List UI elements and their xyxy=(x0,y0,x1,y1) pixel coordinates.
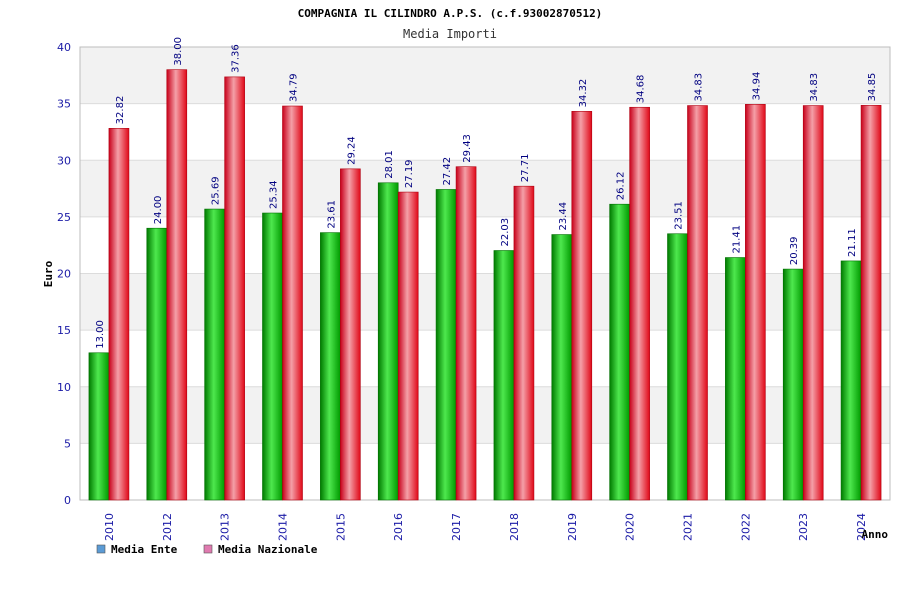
bar-nazionale-2017 xyxy=(456,167,476,500)
y-axis: 0 5 10 15 20 25 30 35 40 xyxy=(57,41,71,507)
data-label: 34.68 xyxy=(636,75,647,104)
x-tick-label: 2014 xyxy=(277,513,290,541)
bar-ente-2020 xyxy=(610,204,630,500)
data-label: 34.85 xyxy=(867,73,878,102)
chart-subtitle: Media Importi xyxy=(403,27,497,41)
bar-nazionale-2012 xyxy=(167,70,187,500)
data-label: 29.24 xyxy=(346,136,357,165)
bar-nazionale-2022 xyxy=(745,104,765,500)
y-tick-label: 20 xyxy=(57,268,71,281)
bar-ente-2015 xyxy=(320,233,340,500)
legend-swatch xyxy=(204,545,212,553)
data-label: 23.44 xyxy=(558,202,569,231)
data-label: 27.19 xyxy=(404,159,415,188)
x-tick-label: 2020 xyxy=(624,513,637,541)
bar-nazionale-2024 xyxy=(861,105,881,500)
data-label: 21.11 xyxy=(847,228,858,257)
x-tick-label: 2015 xyxy=(334,513,347,541)
chart: COMPAGNIA IL CILINDRO A.P.S. (c.f.930028… xyxy=(0,0,900,600)
x-tick-label: 2016 xyxy=(392,513,405,541)
data-label: 27.71 xyxy=(520,154,531,183)
data-label: 38.00 xyxy=(173,37,184,66)
data-label: 26.12 xyxy=(616,172,627,201)
data-label: 29.43 xyxy=(462,134,473,163)
bar-nazionale-2019 xyxy=(572,111,592,500)
bar-ente-2024 xyxy=(841,261,861,500)
data-label: 25.34 xyxy=(269,180,280,209)
x-tick-label: 2012 xyxy=(161,513,174,541)
y-tick-label: 10 xyxy=(57,381,71,394)
bar-ente-2013 xyxy=(205,209,225,500)
plot-band xyxy=(80,217,890,274)
bar-ente-2010 xyxy=(89,353,109,500)
plot-band xyxy=(80,47,890,104)
y-tick-label: 30 xyxy=(57,154,71,167)
plot-band xyxy=(80,387,890,444)
y-tick-label: 35 xyxy=(57,98,71,111)
x-tick-label: 2018 xyxy=(508,513,521,541)
data-label: 20.39 xyxy=(789,236,800,265)
legend-swatch xyxy=(97,545,105,553)
data-label: 34.83 xyxy=(809,73,820,102)
legend: Media Ente Media Nazionale xyxy=(97,543,318,556)
x-tick-label: 2022 xyxy=(739,513,752,541)
chart-title: COMPAGNIA IL CILINDRO A.P.S. (c.f.930028… xyxy=(298,7,603,20)
legend-label: Media Ente xyxy=(111,543,178,556)
bar-ente-2023 xyxy=(783,269,803,500)
plot-band xyxy=(80,443,890,500)
x-tick-label: 2017 xyxy=(450,513,463,541)
data-label: 24.00 xyxy=(153,196,164,225)
bar-ente-2021 xyxy=(668,234,688,500)
plot-band xyxy=(80,160,890,217)
bar-ente-2022 xyxy=(725,258,745,500)
y-axis-label: Euro xyxy=(42,260,55,287)
x-tick-label: 2013 xyxy=(219,513,232,541)
data-label: 21.41 xyxy=(731,225,742,254)
plot-band xyxy=(80,274,890,331)
bar-ente-2014 xyxy=(263,213,283,500)
bar-nazionale-2016 xyxy=(398,192,418,500)
data-label: 34.32 xyxy=(578,79,589,108)
data-label: 34.79 xyxy=(289,73,300,102)
y-tick-label: 15 xyxy=(57,324,71,337)
x-tick-label: 2019 xyxy=(566,513,579,541)
data-label: 23.61 xyxy=(326,200,337,229)
data-label: 34.94 xyxy=(751,72,762,101)
x-tick-label: 2021 xyxy=(682,513,695,541)
bar-ente-2017 xyxy=(436,189,456,500)
x-tick-label: 2010 xyxy=(103,513,116,541)
bar-ente-2019 xyxy=(552,235,572,500)
x-axis-label: Anno xyxy=(862,528,889,541)
data-label: 32.82 xyxy=(115,96,126,125)
y-tick-label: 0 xyxy=(64,494,71,507)
bar-nazionale-2018 xyxy=(514,186,534,500)
bar-nazionale-2010 xyxy=(109,128,129,500)
data-label: 13.00 xyxy=(95,320,106,349)
bar-nazionale-2013 xyxy=(225,77,245,500)
bar-ente-2018 xyxy=(494,251,514,500)
data-label: 34.83 xyxy=(694,73,705,102)
bar-ente-2016 xyxy=(378,183,398,500)
plot-band xyxy=(80,330,890,387)
chart-svg: COMPAGNIA IL CILINDRO A.P.S. (c.f.930028… xyxy=(0,0,900,600)
data-label: 22.03 xyxy=(500,218,511,247)
plot-band xyxy=(80,104,890,161)
data-label: 25.69 xyxy=(211,176,222,205)
bar-nazionale-2015 xyxy=(340,169,360,500)
legend-label: Media Nazionale xyxy=(218,543,318,556)
data-label: 28.01 xyxy=(384,150,395,179)
bar-nazionale-2020 xyxy=(630,107,650,500)
x-axis: 2010 2012 2013 2014 2015 2016 2017 2018 2019 2020… xyxy=(103,513,868,541)
data-label: 37.36 xyxy=(231,44,242,73)
y-tick-label: 5 xyxy=(64,437,71,450)
data-label: 23.51 xyxy=(674,201,685,230)
x-tick-label: 2023 xyxy=(797,513,810,541)
bar-ente-2012 xyxy=(147,228,167,500)
bar-nazionale-2014 xyxy=(283,106,303,500)
data-label: 27.42 xyxy=(442,157,453,186)
y-tick-label: 40 xyxy=(57,41,71,54)
bar-nazionale-2023 xyxy=(803,106,823,500)
bar-nazionale-2021 xyxy=(688,106,708,500)
y-tick-label: 25 xyxy=(57,211,71,224)
